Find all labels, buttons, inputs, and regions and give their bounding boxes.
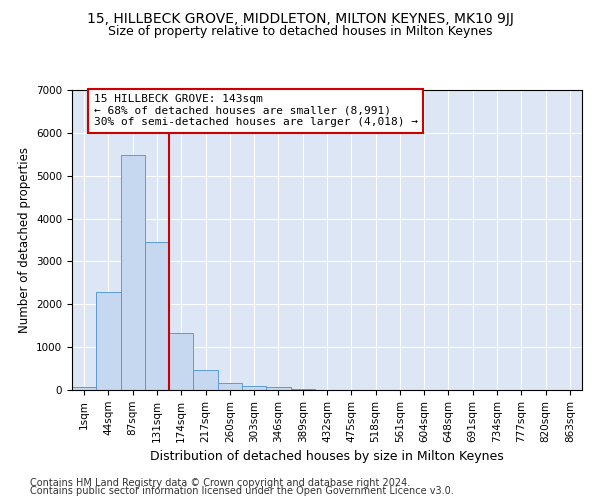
Bar [121,154,145,390]
Bar [72,386,96,390]
Bar [96,292,121,390]
Bar [290,388,315,390]
Text: 15 HILLBECK GROVE: 143sqm
← 68% of detached houses are smaller (8,991)
30% of se: 15 HILLBECK GROVE: 143sqm ← 68% of detac… [94,94,418,128]
Bar [169,334,193,390]
Text: Contains HM Land Registry data © Crown copyright and database right 2024.: Contains HM Land Registry data © Crown c… [30,478,410,488]
X-axis label: Distribution of detached houses by size in Milton Keynes: Distribution of detached houses by size … [150,450,504,463]
Bar [218,383,242,390]
Text: 15, HILLBECK GROVE, MIDDLETON, MILTON KEYNES, MK10 9JJ: 15, HILLBECK GROVE, MIDDLETON, MILTON KE… [86,12,514,26]
Bar [242,386,266,390]
Bar [145,242,169,390]
Bar [193,370,218,390]
Text: Contains public sector information licensed under the Open Government Licence v3: Contains public sector information licen… [30,486,454,496]
Text: Size of property relative to detached houses in Milton Keynes: Size of property relative to detached ho… [108,25,492,38]
Y-axis label: Number of detached properties: Number of detached properties [17,147,31,333]
Bar [266,388,290,390]
